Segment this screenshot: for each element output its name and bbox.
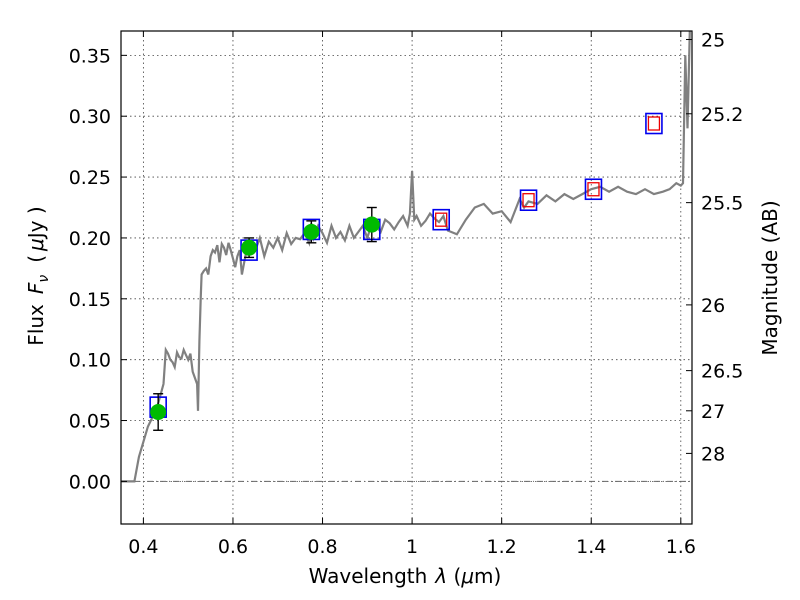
right-tick-label-4: 26.5 bbox=[701, 361, 743, 383]
model-box-inner-5 bbox=[522, 193, 535, 208]
y-tick-label-5: 0.25 bbox=[69, 167, 111, 189]
plot-frame bbox=[120, 30, 693, 525]
x-axis-label: Wavelength λ (μm) bbox=[309, 564, 502, 588]
y-tick-label-7: 0.35 bbox=[69, 45, 111, 67]
right-axis-ticks: 25 25.2 25.5 26 26.5 27 28 bbox=[686, 30, 743, 465]
y-axis-label: Flux Fν ( μJy ) bbox=[24, 206, 52, 345]
x-tick-label-2: 0.8 bbox=[307, 536, 337, 558]
observed-point-2 bbox=[303, 223, 320, 240]
model-box-6 bbox=[584, 178, 603, 201]
x-tick-label-5: 1.4 bbox=[576, 536, 606, 558]
x-tick-label-6: 1.6 bbox=[666, 536, 696, 558]
right-tick-label-1: 25.2 bbox=[701, 104, 743, 126]
observed-point-0 bbox=[150, 404, 167, 421]
model-box-inner-4 bbox=[435, 212, 448, 227]
grid-lines bbox=[121, 31, 692, 524]
x-axis-label-word: Wavelength bbox=[309, 564, 428, 588]
x-axis-label-unit-open: ( bbox=[447, 564, 461, 588]
y-axis-label-symbol: F bbox=[24, 282, 48, 294]
observed-point-1 bbox=[241, 239, 258, 256]
x-tick-label-0: 0.4 bbox=[128, 536, 158, 558]
x-tick-label-1: 0.6 bbox=[218, 536, 248, 558]
model-box-4 bbox=[432, 208, 451, 231]
x-axis-label-unit-mu: μ bbox=[460, 564, 474, 588]
right-tick-label-2: 25.5 bbox=[701, 193, 743, 215]
model-box-5 bbox=[519, 189, 538, 212]
x-axis-ticks: 0.4 0.6 0.8 1 1.2 1.4 1.6 bbox=[128, 31, 696, 558]
plot-area bbox=[121, 31, 691, 483]
y-axis-label-subscript: ν bbox=[36, 275, 52, 283]
observed-photometry-points bbox=[150, 206, 380, 431]
model-box-inner-7 bbox=[647, 116, 661, 131]
model-spectrum-line bbox=[121, 31, 691, 483]
x-tick-label-4: 1.2 bbox=[487, 536, 517, 558]
y-tick-label-1: 0.05 bbox=[69, 411, 111, 433]
y-axis-ticks: 0.00 0.05 0.10 0.15 0.20 0.25 0.30 0.35 bbox=[69, 45, 127, 493]
y-axis-label-unit-open: ( bbox=[24, 255, 48, 263]
right-tick-label-6: 28 bbox=[701, 443, 725, 465]
y-tick-label-3: 0.15 bbox=[69, 289, 111, 311]
model-photometry-boxes bbox=[149, 112, 663, 418]
y-tick-label-2: 0.10 bbox=[69, 350, 111, 372]
y-axis-label-word: Flux bbox=[24, 304, 48, 346]
right-axis-label: Magnitude (AB) bbox=[758, 200, 782, 355]
model-box-inner-6 bbox=[587, 182, 600, 197]
x-axis-label-symbol: λ bbox=[434, 564, 447, 588]
y-tick-label-6: 0.30 bbox=[69, 106, 111, 128]
y-axis-label-unit-close: Jy ) bbox=[24, 206, 48, 240]
observed-point-3 bbox=[363, 216, 380, 233]
model-box-7 bbox=[645, 112, 663, 135]
y-axis-label-unit-mu: μ bbox=[24, 238, 48, 252]
right-tick-label-0: 25 bbox=[701, 30, 725, 52]
y-tick-label-4: 0.20 bbox=[69, 228, 111, 250]
x-tick-label-3: 1 bbox=[406, 536, 418, 558]
x-axis-label-unit-close: m) bbox=[474, 564, 501, 588]
y-tick-label-0: 0.00 bbox=[69, 471, 111, 493]
right-tick-label-3: 26 bbox=[701, 295, 725, 317]
right-tick-label-5: 27 bbox=[701, 401, 725, 423]
